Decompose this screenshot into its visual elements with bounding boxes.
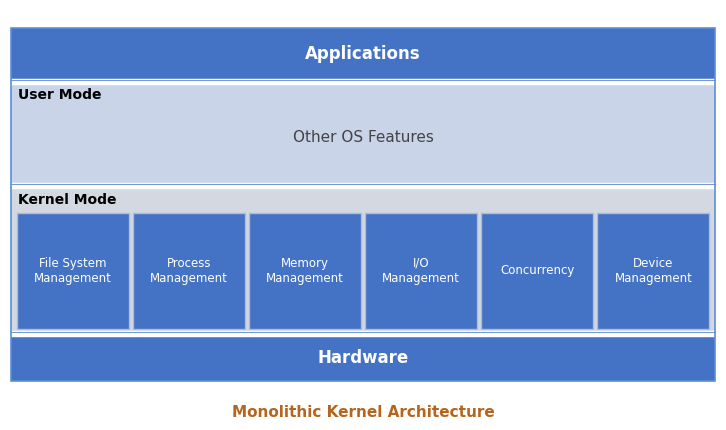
Bar <box>11 28 715 381</box>
Bar <box>11 28 715 80</box>
FancyBboxPatch shape <box>249 213 361 329</box>
Text: User Mode: User Mode <box>18 88 102 102</box>
Text: Concurrency: Concurrency <box>500 264 574 277</box>
Text: File System
Management: File System Management <box>33 257 112 285</box>
Bar <box>11 83 715 184</box>
Text: Monolithic Kernel Architecture: Monolithic Kernel Architecture <box>232 405 494 420</box>
Text: Hardware: Hardware <box>317 349 409 367</box>
Text: Other OS Features: Other OS Features <box>293 130 433 145</box>
FancyBboxPatch shape <box>365 213 477 329</box>
Text: Kernel Mode: Kernel Mode <box>18 193 117 207</box>
Text: Applications: Applications <box>305 45 421 63</box>
Text: I/O
Management: I/O Management <box>382 257 460 285</box>
FancyBboxPatch shape <box>133 213 245 329</box>
Text: Device
Management: Device Management <box>614 257 693 285</box>
Text: Process
Management: Process Management <box>150 257 228 285</box>
Bar <box>11 335 715 381</box>
FancyBboxPatch shape <box>17 213 129 329</box>
Bar <box>11 187 715 332</box>
FancyBboxPatch shape <box>481 213 593 329</box>
FancyBboxPatch shape <box>597 213 709 329</box>
Text: Memory
Management: Memory Management <box>266 257 344 285</box>
